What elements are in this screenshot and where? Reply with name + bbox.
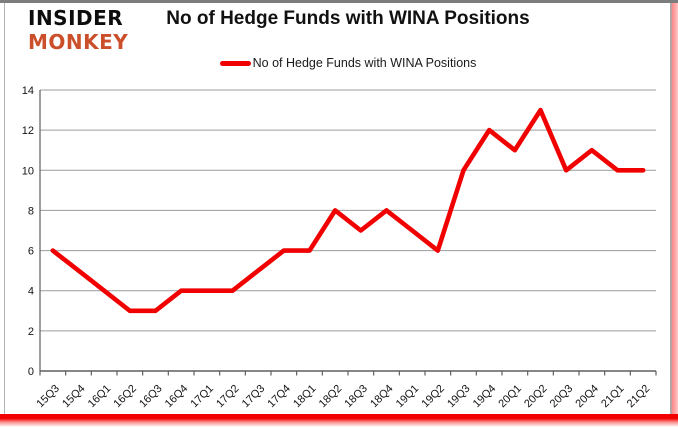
x-axis-label: 17Q2: [214, 383, 242, 411]
logo-monkey-text: MONKEY: [28, 30, 129, 54]
panel-top-border: [0, 0, 678, 3]
x-axis-label: 17Q3: [240, 383, 268, 411]
x-axis-label: 19Q1: [394, 383, 422, 411]
x-axis-label: 16Q3: [137, 383, 165, 411]
y-axis-label: 14: [22, 85, 34, 97]
y-axis-label: 8: [28, 205, 34, 217]
x-axis-label: 15Q3: [34, 383, 62, 411]
x-axis-label: 17Q4: [265, 383, 293, 411]
x-axis-label: 18Q2: [317, 383, 345, 411]
insider-monkey-logo: INSIDER MONKEY: [28, 6, 128, 54]
x-axis-label: 21Q1: [599, 383, 627, 411]
x-axis-label: 18Q1: [291, 383, 319, 411]
y-axis-label: 10: [22, 165, 34, 177]
bottom-red-rule: [0, 414, 678, 427]
panel-right-glow: [670, 3, 678, 419]
x-axis-label: 18Q3: [342, 383, 370, 411]
x-axis-label: 20Q2: [522, 383, 550, 411]
x-axis-label: 16Q1: [86, 383, 114, 411]
x-axis-label: 19Q3: [445, 383, 473, 411]
legend: No of Hedge Funds with WINA Positions: [40, 54, 656, 72]
y-axis-label: 4: [28, 286, 34, 298]
data-line: [50, 107, 646, 314]
y-axis-label: 0: [28, 366, 34, 378]
logo-insider-text: INSIDER: [28, 6, 124, 30]
y-axis-label: 12: [22, 125, 34, 137]
x-axis-label: 20Q4: [573, 383, 601, 411]
chart-title: No of Hedge Funds with WINA Positions: [166, 8, 530, 29]
legend-line-swatch: [219, 60, 251, 66]
panel-left-border: [4, 3, 5, 415]
x-axis-label: 21Q2: [625, 383, 653, 411]
x-axis-label: 18Q4: [368, 383, 396, 411]
legend-label: No of Hedge Funds with WINA Positions: [252, 56, 477, 70]
y-axis-label: 6: [28, 246, 34, 258]
x-axis-label: 17Q1: [188, 383, 216, 411]
x-axis-label: 15Q4: [60, 383, 88, 411]
x-axis-label: 20Q1: [496, 383, 524, 411]
x-axis-label: 16Q4: [163, 383, 191, 411]
x-axis-label: 19Q4: [471, 383, 499, 411]
x-axis-label: 16Q2: [111, 383, 139, 411]
y-axis-label: 2: [28, 326, 34, 338]
x-axis-label: 19Q2: [419, 383, 447, 411]
x-axis-label: 20Q3: [548, 383, 576, 411]
